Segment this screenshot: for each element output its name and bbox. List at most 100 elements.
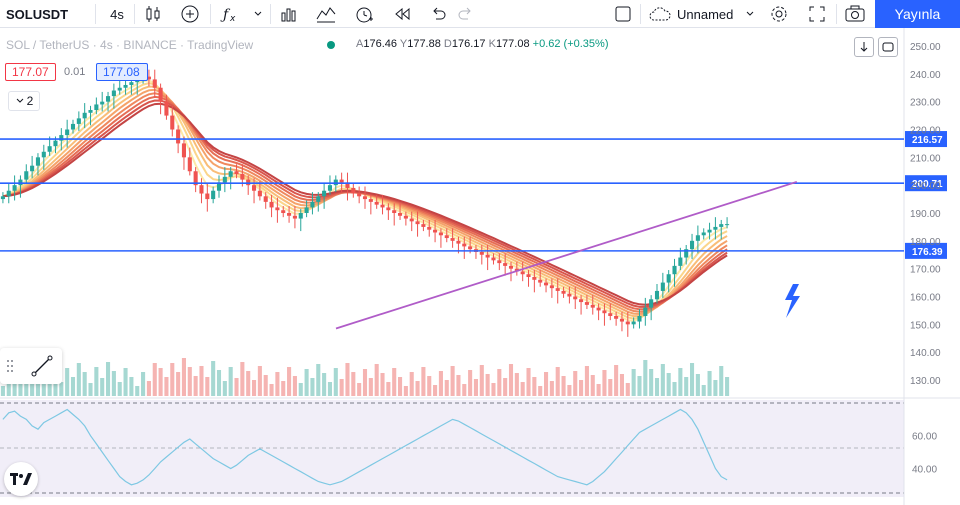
- volume-bar: [105, 362, 111, 396]
- candle-body: [65, 129, 70, 136]
- volume-bar: [666, 373, 671, 396]
- volume-bar: [351, 372, 356, 396]
- volume-bar: [322, 373, 327, 396]
- layout-cloud-button[interactable]: Unnamed: [648, 0, 754, 28]
- candle-body: [0, 196, 5, 200]
- volume-bar: [30, 383, 35, 396]
- interval-button[interactable]: 4s: [110, 6, 124, 22]
- volume-bar: [357, 383, 362, 396]
- price-tick-label: 240.00: [910, 70, 941, 81]
- trendline-tool-icon[interactable]: [30, 354, 54, 378]
- volume-bar: [707, 371, 712, 396]
- volume-bar: [684, 377, 689, 396]
- volume-bar: [65, 368, 70, 396]
- candle-body: [392, 210, 397, 213]
- layout-name: Unnamed: [677, 6, 734, 22]
- trendlines[interactable]: [335, 180, 798, 330]
- price-tick-label: 230.00: [910, 98, 941, 109]
- price-tick-label: 250.00: [910, 42, 941, 53]
- volume-bar: [596, 384, 601, 396]
- gear-icon[interactable]: [767, 0, 791, 28]
- candle-body: [456, 240, 461, 244]
- compare-plus-icon[interactable]: [178, 0, 202, 28]
- symbol-search-button[interactable]: SOLUSDT: [6, 6, 69, 22]
- indicators-count: 2: [26, 94, 34, 108]
- chevron-down-icon[interactable]: [250, 0, 266, 28]
- volume-bar: [263, 375, 268, 396]
- volume-bar: [111, 371, 116, 396]
- chart-legend-title: SOL / TetherUS · 4s · BINANCE · TradingV…: [6, 38, 254, 52]
- price-axis[interactable]: 250.00 240.00 230.00 220.00 210.00 200.00 190.…: [910, 42, 941, 387]
- alert-clock-icon[interactable]: [352, 0, 376, 28]
- volume-bar: [614, 365, 619, 396]
- horizontal-levels[interactable]: 216.57 200.71 176.39: [0, 131, 947, 259]
- indicators-icon[interactable]: [314, 0, 338, 28]
- candle-body: [111, 90, 116, 97]
- candle-body: [158, 87, 163, 102]
- volume-bar: [590, 375, 595, 396]
- volume-bar: [532, 377, 537, 396]
- volume-bar: [368, 378, 373, 396]
- candle-body: [345, 182, 350, 188]
- indicators-collapse-button[interactable]: 2: [8, 91, 40, 111]
- candle-body: [234, 171, 239, 175]
- candle-body: [421, 224, 426, 227]
- volume-bar: [643, 360, 648, 396]
- candle-body: [444, 235, 449, 239]
- svg-text:ƒ: ƒ: [220, 7, 231, 23]
- volume-bar: [94, 367, 99, 396]
- volume-bar: [649, 369, 654, 396]
- volume-bar: [386, 382, 391, 396]
- level-price-badge: [905, 175, 947, 192]
- candle-body: [339, 179, 344, 183]
- volume-bar: [333, 368, 338, 396]
- volume-bar: [251, 380, 257, 396]
- toolbar-divider: [134, 4, 135, 24]
- candle-body: [520, 271, 525, 275]
- low-label: D: [443, 38, 452, 50]
- chevron-down-icon[interactable]: [742, 0, 758, 28]
- volume-bar: [567, 385, 572, 396]
- candle-body: [211, 190, 216, 200]
- candle-body: [123, 84, 128, 88]
- high-value: 177.88: [407, 38, 441, 50]
- replay-icon[interactable]: [392, 0, 414, 28]
- volume-bar: [181, 358, 187, 396]
- candle-body: [251, 185, 257, 191]
- volume-bar: [257, 366, 262, 396]
- price-tick-label: 220.00: [910, 126, 941, 137]
- volume-bar: [549, 381, 554, 396]
- candle-body: [538, 279, 543, 283]
- expand-icon[interactable]: [806, 0, 828, 28]
- candle-body: [450, 238, 455, 241]
- refresh-icon[interactable]: [878, 37, 898, 57]
- candle-body: [707, 229, 712, 233]
- candle-body: [643, 307, 648, 316]
- candle-body: [24, 171, 29, 180]
- camera-icon[interactable]: [843, 0, 867, 28]
- volume-bar: [211, 361, 216, 396]
- publish-button[interactable]: Yayınla: [875, 0, 960, 28]
- bar-chart-icon[interactable]: [278, 0, 300, 28]
- volume-bar: [176, 372, 181, 396]
- volume-bar: [170, 363, 175, 396]
- volume-bar: [53, 373, 58, 396]
- candle-type-icon[interactable]: [142, 0, 164, 28]
- buy-price-button[interactable]: 177.08: [96, 63, 148, 81]
- drag-handle-icon[interactable]: [6, 358, 14, 374]
- undo-icon[interactable]: [428, 0, 448, 28]
- volume-bar: [70, 377, 76, 396]
- toolbar-divider: [836, 4, 837, 24]
- volume-bar: [164, 377, 169, 396]
- scroll-down-button[interactable]: [854, 37, 874, 57]
- volume-bar: [76, 363, 81, 396]
- sell-price-button[interactable]: 177.07: [5, 63, 56, 81]
- trendline[interactable]: [335, 180, 798, 330]
- candle-body: [257, 190, 262, 197]
- candle-body: [170, 115, 175, 130]
- fullscreen-square-icon[interactable]: [612, 0, 634, 28]
- redo-icon[interactable]: [456, 0, 476, 28]
